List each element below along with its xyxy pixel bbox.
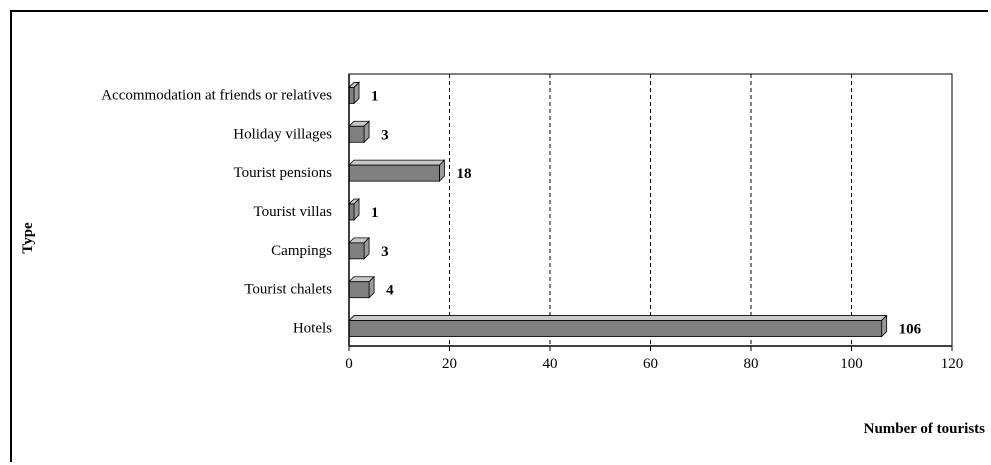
category-label: Tourist pensions (233, 165, 332, 181)
data-label: 3 (381, 244, 389, 260)
bar (348, 198, 360, 221)
x-tick-label: 20 (442, 356, 457, 372)
data-label: 3 (381, 127, 389, 143)
x-axis-ticks: 0 20 40 60 80 100 120 (345, 346, 963, 372)
x-tick-label: 100 (840, 356, 863, 372)
category-label: Tourist chalets (244, 282, 332, 298)
bars (348, 81, 888, 338)
category-label: Tourist villas (253, 204, 332, 220)
category-label: Campings (271, 243, 332, 259)
x-tick-label: 60 (643, 356, 658, 372)
data-label: 1 (371, 205, 379, 221)
bar (348, 314, 888, 338)
x-tick-label: 0 (345, 356, 353, 372)
x-tick-label: 80 (744, 356, 759, 372)
data-label: 4 (386, 283, 394, 299)
bar (348, 81, 360, 105)
chart-frame (10, 10, 988, 462)
bar (348, 159, 446, 183)
y-axis-title: Type (20, 222, 36, 254)
data-label: 106 (899, 322, 922, 338)
data-label: 1 (371, 88, 379, 104)
gridlines (449, 74, 852, 346)
x-tick-label: 120 (941, 356, 964, 372)
category-label: Accommodation at friends or relatives (101, 87, 332, 103)
bar (348, 275, 376, 299)
category-label: Hotels (293, 321, 332, 337)
value-labels: 1 3 18 1 3 4 106 (371, 88, 922, 337)
x-axis-title: Number of tourists (864, 421, 986, 437)
bar (348, 236, 371, 260)
x-tick-label: 40 (543, 356, 558, 372)
data-label: 18 (456, 166, 471, 182)
category-label: Holiday villages (233, 126, 332, 142)
bar (348, 120, 371, 144)
category-labels: Accommodation at friends or relatives Hol… (101, 87, 332, 336)
